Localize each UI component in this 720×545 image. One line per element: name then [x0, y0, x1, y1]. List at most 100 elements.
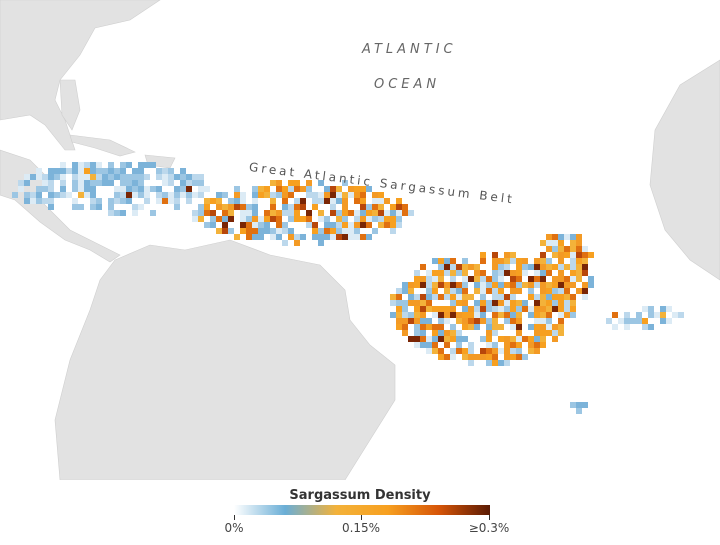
sargassum-cell — [456, 294, 462, 300]
sargassum-cell — [474, 264, 480, 270]
sargassum-cell — [102, 180, 108, 186]
sargassum-cell — [486, 300, 492, 306]
sargassum-cell — [12, 192, 18, 198]
sargassum-cell — [258, 222, 264, 228]
sargassum-cell — [498, 360, 504, 366]
sargassum-cell — [270, 204, 276, 210]
sargassum-cell — [204, 186, 210, 192]
sargassum-cell — [126, 198, 132, 204]
sargassum-cell — [498, 282, 504, 288]
sargassum-cell — [180, 174, 186, 180]
sargassum-cell — [444, 282, 450, 288]
sargassum-cell — [582, 282, 588, 288]
sargassum-cell — [420, 324, 426, 330]
sargassum-cell — [462, 276, 468, 282]
sargassum-cell — [474, 270, 480, 276]
sargassum-cell — [228, 216, 234, 222]
sargassum-cell — [558, 258, 564, 264]
sargassum-cell — [156, 168, 162, 174]
sargassum-cell — [378, 204, 384, 210]
sargassum-cell — [570, 294, 576, 300]
sargassum-cell — [546, 324, 552, 330]
sargassum-cell — [408, 318, 414, 324]
sargassum-cell — [330, 234, 336, 240]
sargassum-cell — [570, 282, 576, 288]
sargassum-cell — [564, 276, 570, 282]
sargassum-cell — [534, 306, 540, 312]
sargassum-cell — [210, 210, 216, 216]
sargassum-cell — [108, 204, 114, 210]
sargassum-cell — [60, 180, 66, 186]
sargassum-cell — [168, 192, 174, 198]
sargassum-cell — [546, 240, 552, 246]
sargassum-cell — [282, 210, 288, 216]
sargassum-cell — [288, 216, 294, 222]
sargassum-cell — [648, 324, 654, 330]
sargassum-cell — [516, 336, 522, 342]
sargassum-cell — [312, 204, 318, 210]
sargassum-cell — [558, 318, 564, 324]
sargassum-cell — [462, 288, 468, 294]
sargassum-cell — [522, 258, 528, 264]
sargassum-cell — [426, 318, 432, 324]
north-america-land — [0, 0, 161, 151]
sargassum-cell — [570, 246, 576, 252]
legend-title: Sargassum Density — [289, 488, 431, 503]
sargassum-cell — [540, 342, 546, 348]
legend-color-bar — [234, 505, 490, 515]
sargassum-cell — [468, 324, 474, 330]
sargassum-cell — [396, 204, 402, 210]
sargassum-cell — [330, 222, 336, 228]
sargassum-cell — [420, 342, 426, 348]
sargassum-cell — [546, 282, 552, 288]
sargassum-cell — [462, 336, 468, 342]
sargassum-cell — [540, 276, 546, 282]
sargassum-cell — [282, 228, 288, 234]
sargassum-cell — [228, 198, 234, 204]
sargassum-cell — [348, 186, 354, 192]
sargassum-cell — [366, 186, 372, 192]
sargassum-cell — [456, 330, 462, 336]
sargassum-cell — [420, 282, 426, 288]
sargassum-cell — [144, 192, 150, 198]
sargassum-cell — [618, 318, 624, 324]
sargassum-cell — [516, 300, 522, 306]
sargassum-cell — [444, 294, 450, 300]
sargassum-cell — [468, 318, 474, 324]
sargassum-cell — [24, 180, 30, 186]
sargassum-cell — [546, 306, 552, 312]
sargassum-cell — [432, 330, 438, 336]
sargassum-cell — [252, 222, 258, 228]
sargassum-cell — [426, 300, 432, 306]
sargassum-cell — [474, 354, 480, 360]
sargassum-cell — [408, 312, 414, 318]
sargassum-cell — [444, 258, 450, 264]
sargassum-cell — [126, 192, 132, 198]
sargassum-cell — [540, 300, 546, 306]
sargassum-cell — [402, 282, 408, 288]
sargassum-cell — [462, 306, 468, 312]
sargassum-cell — [444, 306, 450, 312]
sargassum-cell — [558, 234, 564, 240]
sargassum-cell — [78, 192, 84, 198]
sargassum-cell — [276, 234, 282, 240]
sargassum-cell — [276, 180, 282, 186]
sargassum-cell — [468, 312, 474, 318]
sargassum-cell — [474, 324, 480, 330]
sargassum-cell — [570, 276, 576, 282]
sargassum-cell — [516, 264, 522, 270]
sargassum-cell — [48, 180, 54, 186]
sargassum-cell — [180, 180, 186, 186]
sargassum-cell — [456, 270, 462, 276]
sargassum-cell — [492, 288, 498, 294]
sargassum-cell — [366, 222, 372, 228]
sargassum-cell — [312, 222, 318, 228]
sargassum-cell — [282, 222, 288, 228]
sargassum-cell — [330, 204, 336, 210]
sargassum-cell — [558, 294, 564, 300]
sargassum-cell — [108, 162, 114, 168]
sargassum-cell — [510, 342, 516, 348]
map: ATLANTIC OCEAN Great Atlantic Sargassum … — [0, 0, 720, 481]
sargassum-cell — [660, 312, 666, 318]
sargassum-cell — [222, 216, 228, 222]
